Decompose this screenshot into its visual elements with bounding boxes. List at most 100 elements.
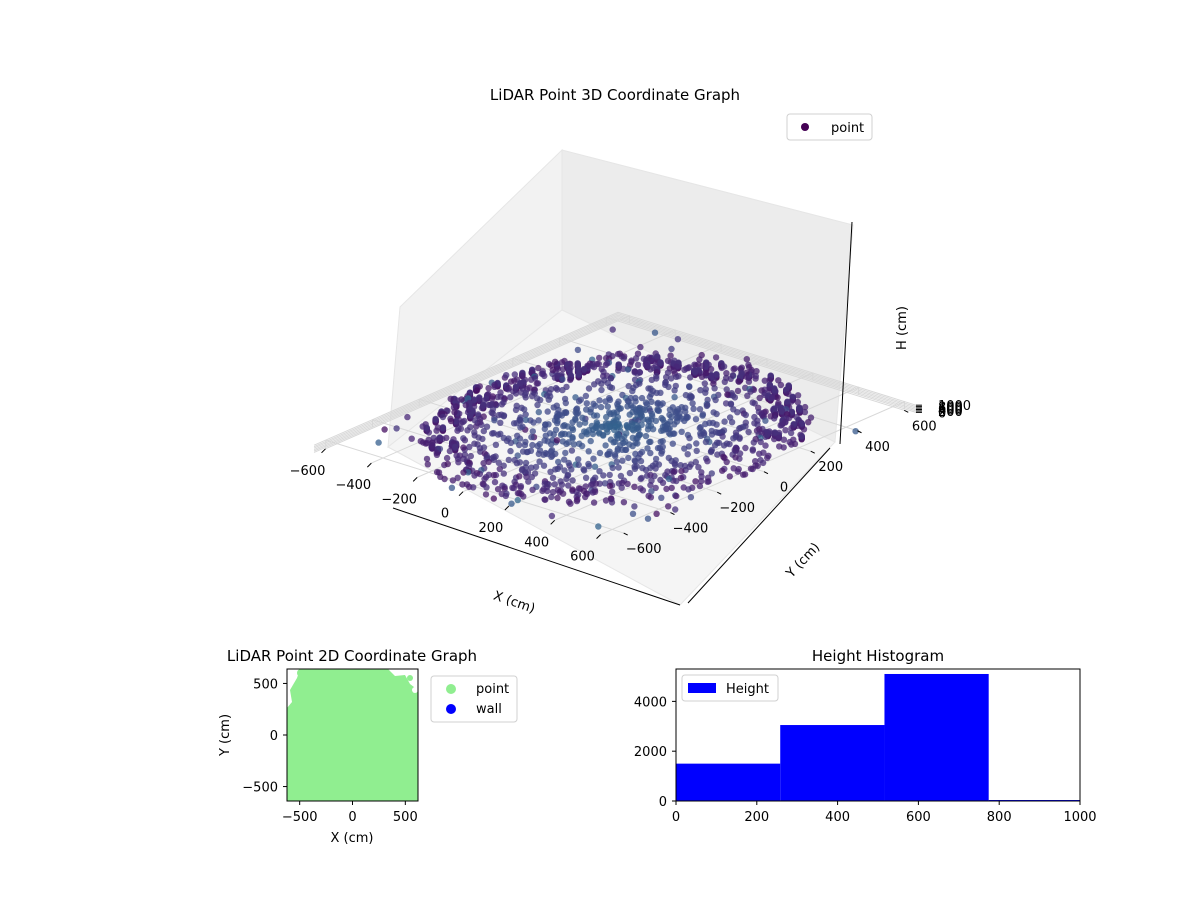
point-3d [537,396,544,404]
point-3d [731,394,739,401]
point-3d [753,368,760,375]
point-3d [567,364,574,372]
point-3d [533,380,540,387]
point-3d [743,356,750,363]
point-3d [521,391,529,399]
tick-x-2d-label: 500 [393,810,418,825]
point-3d [665,475,673,483]
point-3d [686,394,693,401]
point-3d [647,494,655,501]
point-3d [587,437,594,445]
point-3d [574,360,581,367]
point-3d [762,442,769,449]
point-3d [713,410,720,418]
point-3d [540,451,547,458]
point-3d [560,422,567,430]
point-cloud-3d [375,326,859,530]
point-3d [549,488,557,496]
point-3d [657,359,664,366]
point-3d [742,411,749,419]
point-3d [778,407,786,415]
point-3d [757,438,764,446]
point-3d [606,471,613,479]
tick-x-3d-mark [412,477,418,482]
point-3d [609,488,616,496]
point-3d [631,483,638,490]
point-3d [540,462,548,469]
point-3d [600,432,607,439]
point-3d [703,402,710,410]
histogram-bars [676,673,1080,801]
point-3d [528,473,535,481]
point-3d [551,374,559,381]
point-3d [581,467,588,474]
tick-y-3d-mark [810,450,815,454]
point-3d [529,428,536,435]
point-3d [730,366,737,373]
point-3d [647,449,654,457]
tick-y-histogram-label: 4000 [634,695,667,710]
point-3d [428,445,436,452]
panes-3d [387,148,854,606]
point-3d [481,475,488,483]
point-3d [568,466,575,473]
point-3d [722,400,730,407]
axis-x-2d: −500 0 500 [282,801,418,825]
point-3d [652,465,659,472]
tick-y-3d-mark [623,532,628,536]
point-3d [800,426,808,433]
point-3d [423,455,431,463]
point-3d [602,442,609,449]
tick-y-3d-mark [904,409,909,413]
point-3d [630,427,637,434]
tick-y-3d-mark [763,471,769,475]
point-3d [667,352,674,359]
tick-x-histogram-label: 0 [672,810,680,825]
point-3d [454,427,461,434]
point-3d [673,492,680,500]
histogram-bar [676,763,781,801]
point-3d [589,489,597,496]
point-3d [507,439,515,446]
point-3d [693,447,700,455]
point-3d [742,444,749,452]
point-3d [624,366,632,373]
point-3d [545,396,552,403]
point-3d [777,381,785,389]
point-3d [774,394,781,401]
point-3d [494,393,501,401]
axis-x-histogram: 0 200 400 600 800 1000 [672,801,1097,825]
point-3d [691,368,699,375]
point-3d [696,406,704,413]
point-3d [528,376,535,383]
point-3d [726,473,733,480]
point-3d [698,373,706,380]
tick-z-3d-label: 200 [938,405,963,420]
point-3d [517,484,524,491]
point-3d [509,484,516,491]
point-3d [514,452,521,459]
point-3d [677,462,684,469]
tick-z-3d-label: 400 [938,404,963,419]
point-edge-a [297,669,305,677]
point-3d [692,478,699,485]
point-3d [558,359,566,366]
point-3d [727,401,735,408]
point-3d [610,426,618,434]
point-3d [548,453,555,460]
tick-y-3d-mark [716,491,722,495]
point-3d [707,448,715,455]
point-3d [452,443,459,450]
point-3d [464,427,471,434]
point-3d [562,449,569,457]
point-3d [652,455,660,463]
point-3d [720,442,728,449]
point-3d [644,445,651,452]
point-3d [629,510,637,517]
point-3d [419,423,426,430]
point-3d [450,404,458,411]
point-3d [617,472,625,480]
point-3d [562,399,569,407]
point-3d [604,451,611,458]
